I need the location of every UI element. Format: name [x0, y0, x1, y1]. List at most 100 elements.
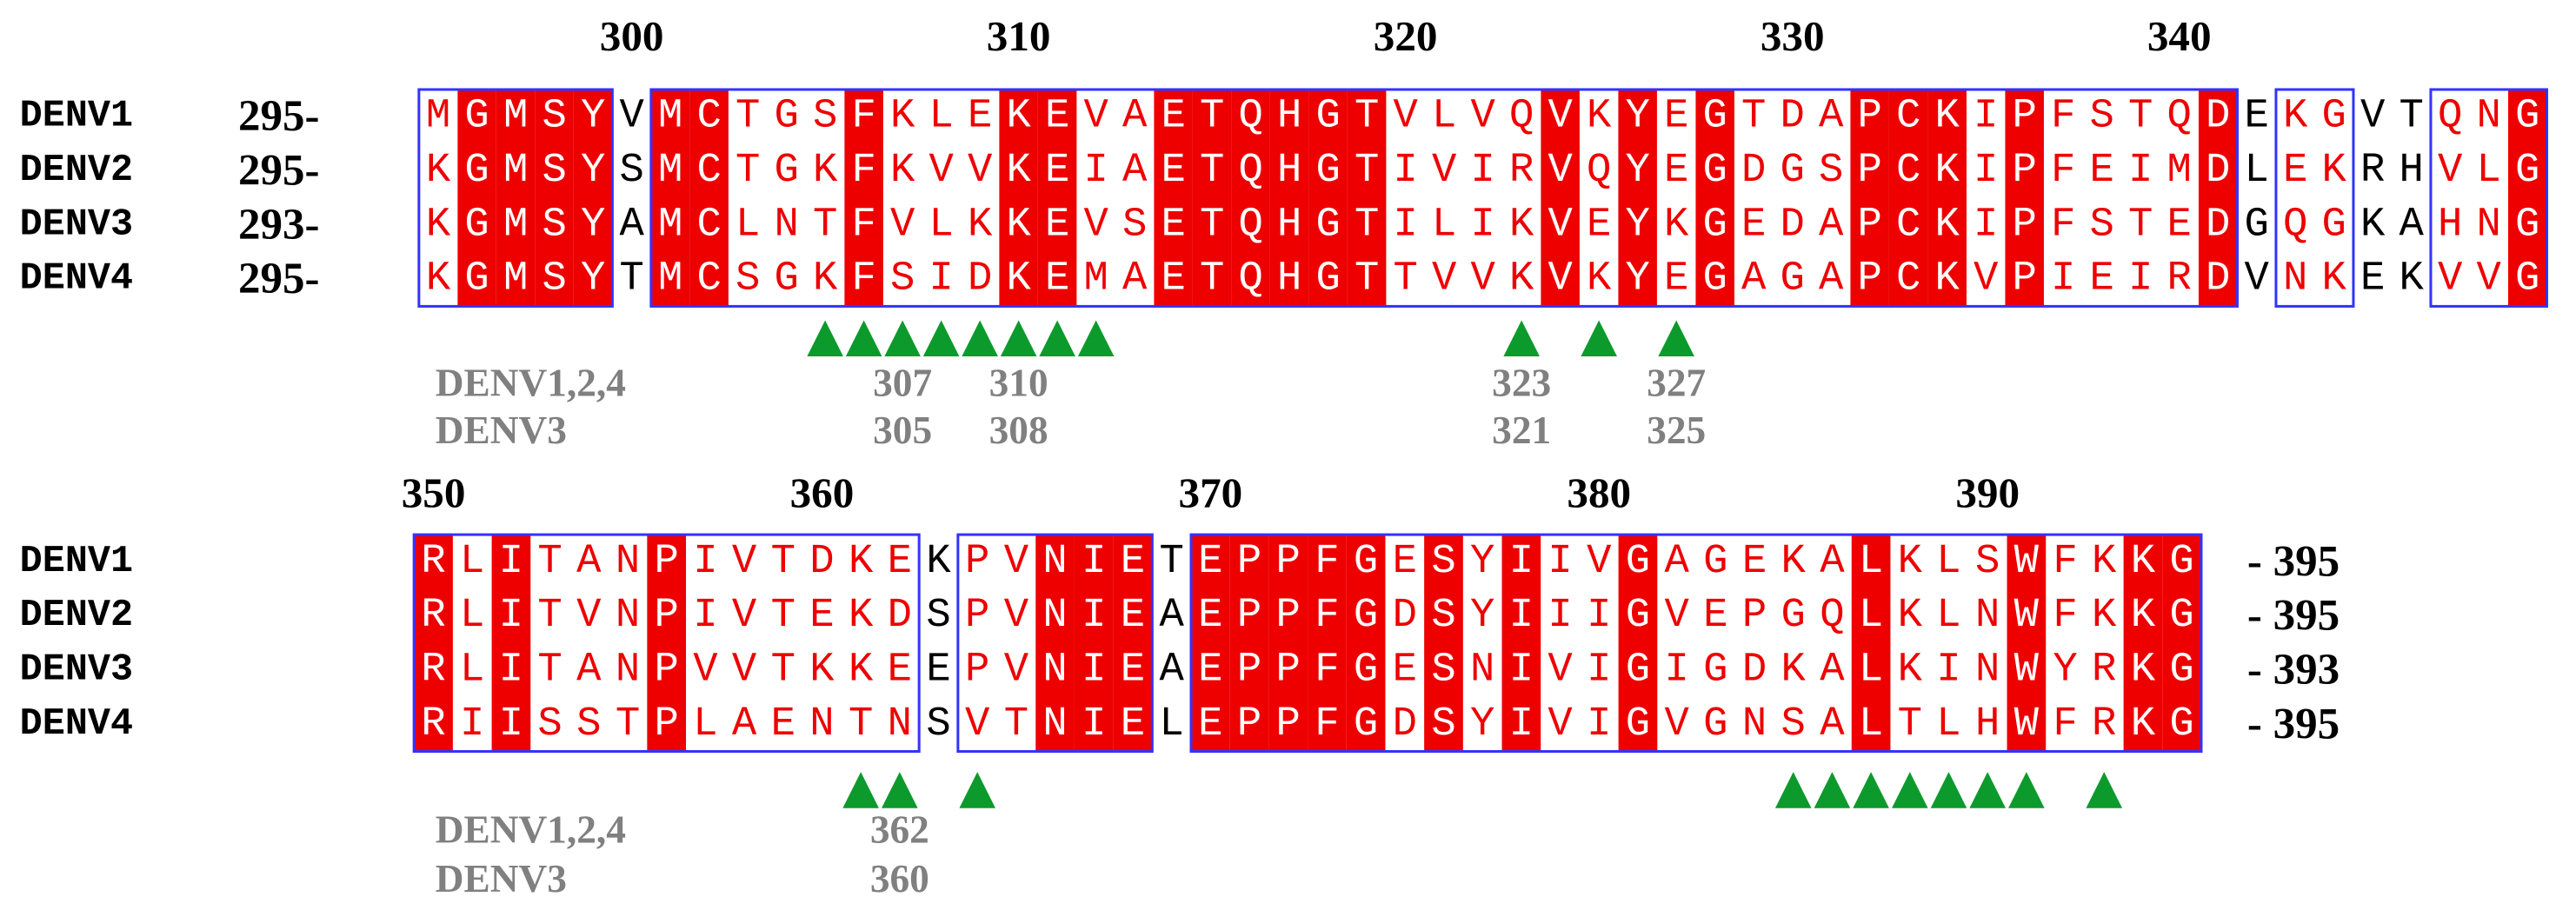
conserved-column — [1541, 89, 1580, 307]
residue: K — [1509, 256, 1534, 302]
residue: G — [2515, 202, 2539, 248]
residue: I — [2128, 148, 2153, 194]
residue: S — [619, 148, 643, 194]
residue: G — [1703, 647, 1727, 693]
ruler-number: 350 — [402, 468, 466, 516]
residue: E — [1121, 593, 1145, 639]
residue: S — [542, 256, 566, 302]
residue: P — [1857, 256, 1881, 302]
residue: D — [2206, 256, 2230, 302]
similarity-frame — [956, 533, 1154, 754]
residue: N — [774, 202, 798, 248]
residue: T — [1355, 94, 1379, 140]
residue: C — [1896, 148, 1920, 194]
residue: K — [1935, 148, 1960, 194]
residue: G — [464, 202, 489, 248]
ruler-number: 320 — [1374, 12, 1438, 60]
residue: L — [460, 647, 484, 693]
residue: G — [2169, 593, 2193, 639]
residue: P — [655, 647, 679, 693]
residue: G — [1780, 256, 1804, 302]
residue: F — [851, 256, 875, 302]
residue: P — [1276, 701, 1301, 748]
residue: L — [1859, 593, 1883, 639]
residue: C — [1896, 94, 1920, 140]
residue: G — [2515, 148, 2539, 194]
residue: S — [537, 701, 562, 748]
residue: C — [696, 202, 721, 248]
residue: L — [1859, 701, 1883, 748]
conserved-column — [1424, 535, 1463, 752]
conserved-column — [2198, 89, 2238, 307]
conserved-column — [2007, 535, 2047, 752]
conserved-column — [1618, 535, 1658, 752]
residue: N — [1042, 539, 1067, 585]
residue: Y — [1625, 94, 1649, 140]
residue: E — [1045, 202, 1069, 248]
start-position: 295- — [238, 255, 320, 303]
residue: G — [2322, 202, 2346, 248]
residue: I — [1936, 647, 1960, 693]
conserved-column — [1851, 535, 1891, 752]
residue: P — [2013, 256, 2037, 302]
conserved-column — [414, 535, 453, 752]
residue: A — [1122, 148, 1148, 194]
residue: A — [1159, 647, 1184, 693]
conserved-column — [496, 89, 536, 307]
residue: T — [2400, 94, 2424, 140]
residue: E — [2283, 148, 2307, 194]
similarity-frame — [2274, 88, 2355, 308]
residue: G — [1702, 148, 1727, 194]
residue: E — [2090, 148, 2114, 194]
residue: K — [809, 647, 835, 693]
residue: N — [1742, 701, 1767, 748]
residue: M — [658, 94, 682, 140]
ruler-number: 370 — [1179, 468, 1243, 516]
site-marker — [1503, 320, 1540, 357]
residue: E — [1393, 647, 1417, 693]
residue: S — [1431, 539, 1455, 585]
sequence-name: DENV4 — [20, 703, 133, 746]
residue: V — [693, 647, 718, 693]
conserved-column — [1269, 89, 1309, 307]
residue: N — [2477, 202, 2501, 248]
residue: M — [503, 256, 528, 302]
sequence-name: DENV1 — [20, 96, 133, 138]
site-marker — [1814, 772, 1851, 808]
residue: V — [1004, 539, 1029, 585]
end-position: - 395 — [2247, 537, 2340, 586]
residue: V — [1548, 202, 1573, 248]
residue: E — [1045, 256, 1069, 302]
residue: Y — [581, 256, 605, 302]
residue: K — [890, 94, 915, 140]
residue: C — [696, 94, 721, 140]
conserved-column — [1113, 535, 1153, 752]
residue: V — [890, 202, 915, 248]
residue: K — [1935, 94, 1960, 140]
residue: Q — [1587, 148, 1611, 194]
residue: G — [774, 148, 798, 194]
residue: Y — [581, 148, 605, 194]
residue: A — [1820, 647, 1845, 693]
residue: G — [2169, 539, 2193, 585]
residue: G — [2169, 647, 2193, 693]
residue: W — [2014, 539, 2040, 585]
residue: T — [1200, 202, 1224, 248]
residue: K — [2092, 593, 2117, 639]
residue: D — [1780, 202, 1804, 248]
residue: H — [1277, 202, 1301, 248]
residue: G — [1315, 202, 1340, 248]
similarity-frame — [417, 88, 614, 308]
residue: S — [1431, 647, 1455, 693]
conserved-column — [647, 535, 687, 752]
start-position: 293- — [238, 201, 320, 249]
site-marker — [959, 772, 995, 808]
site-marker — [1000, 320, 1037, 357]
residue: N — [1975, 647, 2000, 693]
residue: T — [771, 647, 795, 693]
residue: N — [1470, 647, 1494, 693]
conserved-column — [1346, 535, 1386, 752]
residue: E — [1587, 202, 1611, 248]
residue: L — [1936, 539, 1960, 585]
